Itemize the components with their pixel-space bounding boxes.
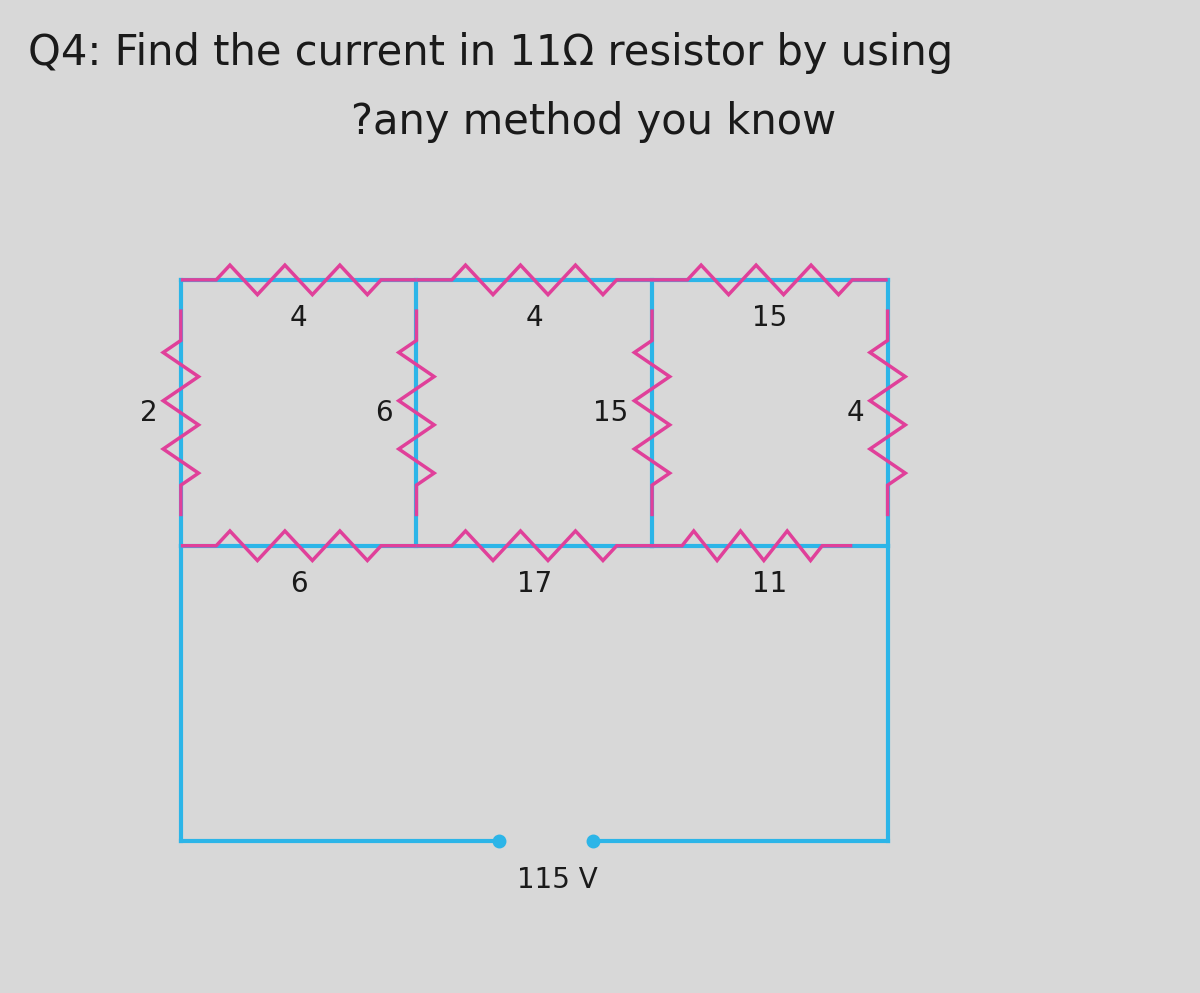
Text: 15: 15 xyxy=(593,399,629,427)
Text: 17: 17 xyxy=(517,570,552,599)
Text: 6: 6 xyxy=(290,570,307,599)
Text: 4: 4 xyxy=(290,305,307,333)
Text: Q4: Find the current in 11Ω resistor by using: Q4: Find the current in 11Ω resistor by … xyxy=(28,33,953,74)
Text: 4: 4 xyxy=(846,399,864,427)
Text: 11: 11 xyxy=(752,570,787,599)
Text: 4: 4 xyxy=(526,305,544,333)
Text: 15: 15 xyxy=(752,305,787,333)
Text: ?any method you know: ?any method you know xyxy=(350,101,835,143)
Text: 2: 2 xyxy=(139,399,157,427)
Text: 115 V: 115 V xyxy=(517,866,598,894)
Text: 6: 6 xyxy=(376,399,392,427)
